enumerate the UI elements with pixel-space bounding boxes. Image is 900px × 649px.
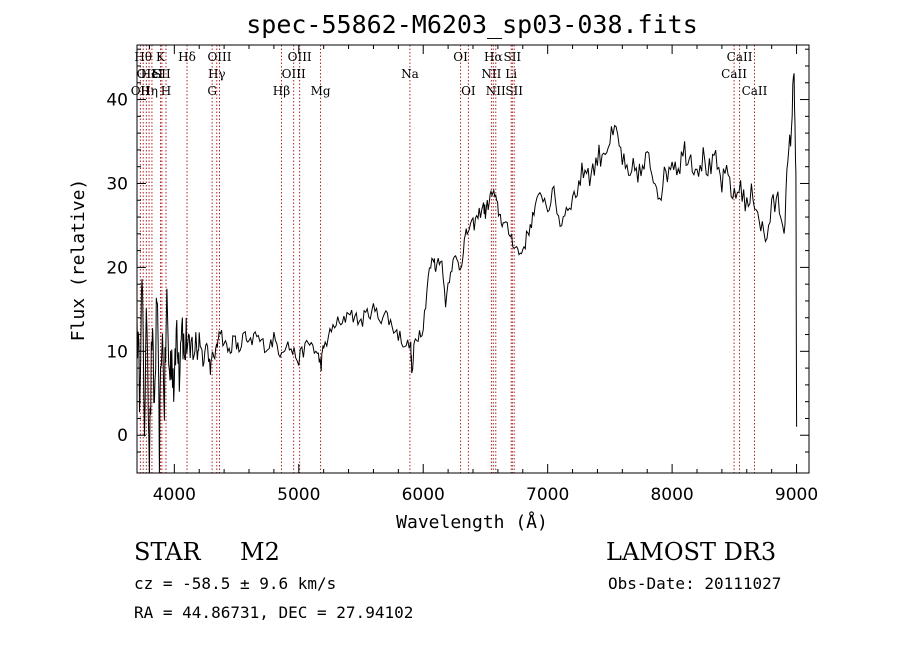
line-label-20: Hα <box>484 50 503 64</box>
line-label-25: CaII <box>721 67 747 81</box>
line-label-4: HeI <box>141 67 164 81</box>
x-tick-label-5: 9000 <box>775 485 818 505</box>
axis-ticks: 4000 5000 6000 7000 8000 9000 0 10 20 30 40 <box>106 45 818 505</box>
object-subclass: M2 <box>240 538 280 566</box>
x-tick-label-3: 7000 <box>526 485 569 505</box>
plot-area-frame <box>136 44 810 474</box>
line-label-13: OIII <box>282 67 306 81</box>
obs-date: Obs-Date: 20111027 <box>608 574 782 593</box>
line-label-22: Li <box>505 67 517 81</box>
line-label-24: SII <box>505 84 523 98</box>
survey-name: LAMOST DR3 <box>606 538 777 566</box>
y-tick-label-0: 0 <box>117 426 128 446</box>
coordinates: RA = 44.86731, DEC = 27.94102 <box>134 603 414 622</box>
emission-line-labels: OIIHθOIIHηHeIKSIIHHδGHγOIIIHβOIIIOIIIMgN… <box>131 50 768 98</box>
line-label-21: NII <box>486 84 506 98</box>
redshift-readout: cz = -58.5 ± 9.6 km/s <box>134 574 337 593</box>
line-label-3: Hη <box>140 84 158 98</box>
line-label-8: Hδ <box>178 50 196 64</box>
y-tick-label-2: 20 <box>106 258 128 278</box>
line-label-2: OII <box>137 67 157 81</box>
object-class: STAR <box>134 538 201 566</box>
line-label-10: Hγ <box>208 67 226 81</box>
chart-title: spec-55862-M6203_sp03-038.fits <box>246 10 698 39</box>
line-label-0: OII <box>131 84 151 98</box>
line-label-27: CaII <box>742 84 768 98</box>
emission-line-markers <box>139 45 755 473</box>
line-label-6: SII <box>153 67 171 81</box>
line-label-12: Hβ <box>273 84 290 98</box>
y-axis-label: Flux (relative) <box>68 179 89 342</box>
line-label-9: G <box>207 84 217 98</box>
line-label-11: OIII <box>207 50 231 64</box>
line-label-23: SII <box>503 50 521 64</box>
x-tick-label-4: 8000 <box>650 485 693 505</box>
line-label-19: NII <box>481 67 501 81</box>
x-tick-label-1: 5000 <box>277 485 320 505</box>
spectrum-series-line <box>136 73 798 474</box>
line-label-26: CaII <box>727 50 753 64</box>
x-tick-label-0: 4000 <box>153 485 196 505</box>
x-axis-label: Wavelength (Å) <box>396 511 548 533</box>
x-tick-label-2: 6000 <box>402 485 445 505</box>
line-label-1: Hθ <box>134 50 152 64</box>
line-label-18: OI <box>461 84 476 98</box>
y-tick-label-3: 30 <box>106 174 128 194</box>
line-label-5: K <box>156 50 166 64</box>
line-label-14: OIII <box>288 50 312 64</box>
y-tick-label-4: 40 <box>106 91 128 111</box>
line-label-7: H <box>161 84 171 98</box>
y-tick-label-1: 10 <box>106 342 128 362</box>
line-label-15: Mg <box>311 84 331 98</box>
line-label-16: Na <box>401 67 419 81</box>
line-label-17: OI <box>453 50 468 64</box>
